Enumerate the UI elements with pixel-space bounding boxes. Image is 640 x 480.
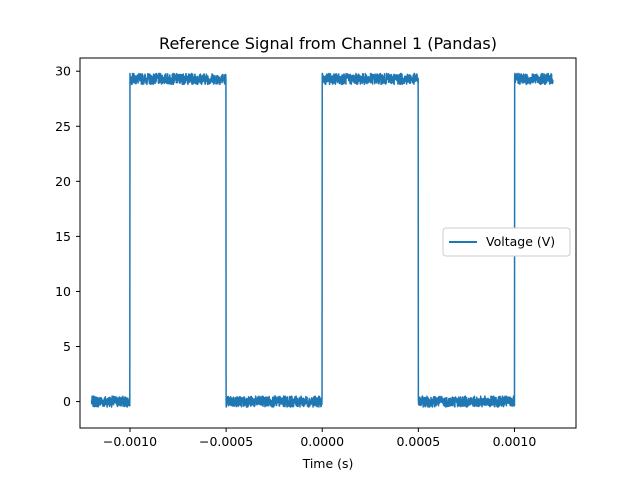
x-tick-label: 0.0010 [493,434,537,449]
y-tick-label: 15 [55,229,71,244]
x-axis-label: Time (s) [302,456,354,471]
series-line-voltage [90,72,554,408]
legend-label-voltage: Voltage (V) [486,234,555,249]
x-tick-label: −0.0005 [199,434,253,449]
y-tick-label: 5 [63,339,71,354]
plot-area [90,72,554,408]
y-tick-label: 20 [55,174,71,189]
y-axis-ticks: 0 5 10 15 20 25 30 [55,64,80,409]
y-tick-label: 25 [55,119,71,134]
legend-box [442,227,571,257]
x-axis-ticks: −0.0010 −0.0005 0.0000 0.0005 0.0010 [103,428,537,449]
y-tick-label: 30 [55,64,71,79]
x-tick-label: 0.0005 [396,434,440,449]
plot-frame [79,57,577,429]
legend: Voltage (V) [442,227,571,257]
chart-title: Reference Signal from Channel 1 (Pandas) [159,34,497,53]
x-tick-label: 0.0000 [300,434,344,449]
x-tick-label: −0.0010 [103,434,157,449]
y-tick-label: 0 [63,394,71,409]
y-tick-label: 10 [55,284,71,299]
